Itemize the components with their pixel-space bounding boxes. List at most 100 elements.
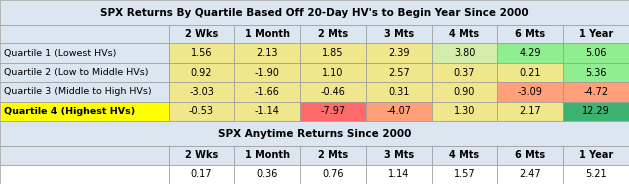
Bar <box>431 102 498 121</box>
Text: 5.36: 5.36 <box>586 68 607 78</box>
Bar <box>169 25 235 43</box>
Bar <box>169 63 235 82</box>
Text: 2.17: 2.17 <box>520 106 541 116</box>
Text: 3 Mts: 3 Mts <box>384 29 414 39</box>
Bar <box>300 82 366 102</box>
Text: 5.06: 5.06 <box>586 48 607 58</box>
Bar <box>300 164 366 184</box>
Text: 0.36: 0.36 <box>257 169 278 179</box>
Text: -1.66: -1.66 <box>255 87 280 97</box>
Text: 0.37: 0.37 <box>454 68 476 78</box>
Bar <box>235 146 300 164</box>
Bar <box>0 25 169 43</box>
Bar <box>235 43 300 63</box>
Bar <box>366 102 431 121</box>
Bar <box>563 43 629 63</box>
Bar <box>431 43 498 63</box>
Bar <box>0 82 169 102</box>
Bar <box>169 82 235 102</box>
Text: -3.09: -3.09 <box>518 87 543 97</box>
Text: -7.97: -7.97 <box>320 106 345 116</box>
Bar <box>498 146 563 164</box>
Text: 1.30: 1.30 <box>454 106 476 116</box>
Bar <box>563 164 629 184</box>
Bar <box>0 0 629 25</box>
Text: -4.07: -4.07 <box>386 106 411 116</box>
Bar <box>235 25 300 43</box>
Text: 1 Year: 1 Year <box>579 29 613 39</box>
Bar <box>431 164 498 184</box>
Text: 1 Year: 1 Year <box>579 151 613 160</box>
Bar <box>498 25 563 43</box>
Bar <box>235 164 300 184</box>
Text: 2 Wks: 2 Wks <box>185 151 218 160</box>
Text: -3.03: -3.03 <box>189 87 214 97</box>
Bar <box>300 102 366 121</box>
Text: Quartile 2 (Low to Middle HVs): Quartile 2 (Low to Middle HVs) <box>4 68 148 77</box>
Text: 5.21: 5.21 <box>586 169 607 179</box>
Text: 6 Mts: 6 Mts <box>515 29 545 39</box>
Bar <box>498 63 563 82</box>
Bar <box>366 63 431 82</box>
Bar <box>563 102 629 121</box>
Text: 1.56: 1.56 <box>191 48 212 58</box>
Text: 1.10: 1.10 <box>322 68 343 78</box>
Bar <box>366 25 431 43</box>
Text: -0.53: -0.53 <box>189 106 214 116</box>
Bar <box>563 63 629 82</box>
Text: 4.29: 4.29 <box>520 48 541 58</box>
Text: 2 Mts: 2 Mts <box>318 29 348 39</box>
Text: -1.14: -1.14 <box>255 106 280 116</box>
Text: 2 Wks: 2 Wks <box>185 29 218 39</box>
Bar <box>235 82 300 102</box>
Text: -4.72: -4.72 <box>584 87 609 97</box>
Bar <box>300 146 366 164</box>
Bar <box>498 164 563 184</box>
Text: 3 Mts: 3 Mts <box>384 151 414 160</box>
Bar <box>169 102 235 121</box>
Text: 0.21: 0.21 <box>520 68 541 78</box>
Text: Quartile 1 (Lowest HVs): Quartile 1 (Lowest HVs) <box>4 49 116 58</box>
Bar <box>431 63 498 82</box>
Text: 12.29: 12.29 <box>582 106 610 116</box>
Bar <box>0 146 169 164</box>
Bar <box>563 82 629 102</box>
Text: 2.57: 2.57 <box>388 68 409 78</box>
Text: 0.17: 0.17 <box>191 169 212 179</box>
Text: 2 Mts: 2 Mts <box>318 151 348 160</box>
Text: 1 Month: 1 Month <box>245 29 290 39</box>
Text: Quartile 4 (Highest HVs): Quartile 4 (Highest HVs) <box>4 107 135 116</box>
Text: Quartile 3 (Middle to High HVs): Quartile 3 (Middle to High HVs) <box>4 88 152 96</box>
Text: SPX Returns By Quartile Based Off 20-Day HV's to Begin Year Since 2000: SPX Returns By Quartile Based Off 20-Day… <box>100 8 529 17</box>
Bar <box>366 43 431 63</box>
Bar <box>169 164 235 184</box>
Text: 3.80: 3.80 <box>454 48 476 58</box>
Bar <box>366 146 431 164</box>
Text: SPX Anytime Returns Since 2000: SPX Anytime Returns Since 2000 <box>218 129 411 139</box>
Text: 6 Mts: 6 Mts <box>515 151 545 160</box>
Bar <box>300 43 366 63</box>
Bar <box>366 164 431 184</box>
Bar <box>431 146 498 164</box>
Bar <box>366 82 431 102</box>
Text: 4 Mts: 4 Mts <box>450 151 480 160</box>
Text: -0.46: -0.46 <box>321 87 345 97</box>
Bar <box>0 121 629 146</box>
Text: 4 Mts: 4 Mts <box>450 29 480 39</box>
Bar <box>563 146 629 164</box>
Bar <box>0 43 169 63</box>
Bar <box>431 82 498 102</box>
Text: 2.13: 2.13 <box>257 48 278 58</box>
Bar <box>300 25 366 43</box>
Bar <box>169 43 235 63</box>
Text: 2.47: 2.47 <box>520 169 541 179</box>
Bar <box>563 25 629 43</box>
Text: 1 Month: 1 Month <box>245 151 290 160</box>
Text: 0.76: 0.76 <box>322 169 344 179</box>
Text: 0.31: 0.31 <box>388 87 409 97</box>
Text: 0.92: 0.92 <box>191 68 212 78</box>
Bar <box>0 63 169 82</box>
Bar <box>498 82 563 102</box>
Text: 0.90: 0.90 <box>454 87 476 97</box>
Bar <box>169 146 235 164</box>
